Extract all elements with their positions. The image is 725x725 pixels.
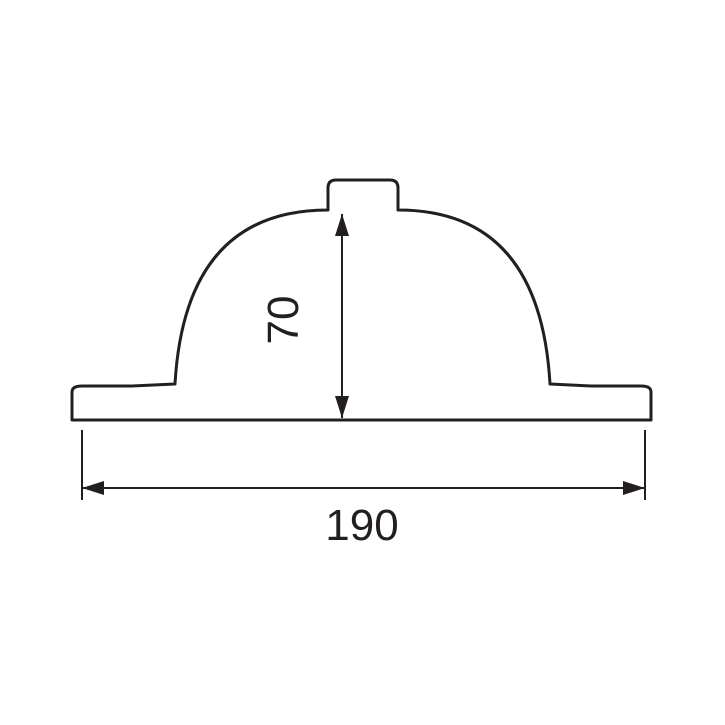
dimension-value-width: 190 (325, 501, 398, 550)
technical-drawing: 190 70 (0, 0, 725, 725)
dimension-value-height: 70 (259, 296, 308, 345)
